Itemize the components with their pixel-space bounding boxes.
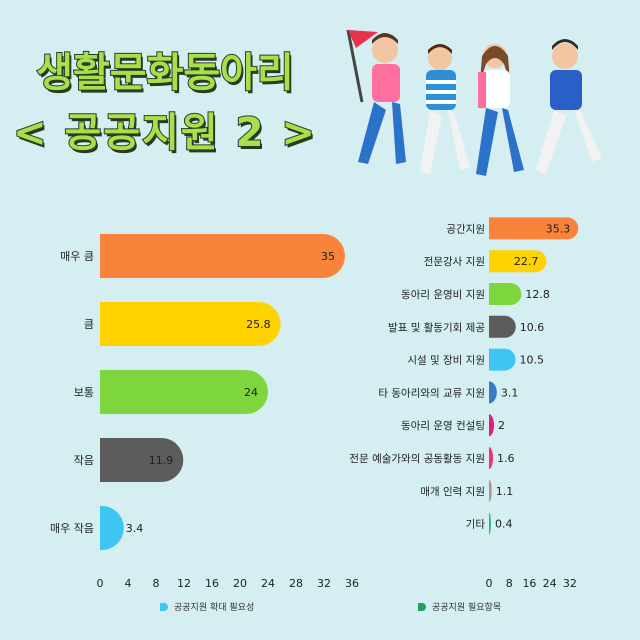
cheering-students-illustration <box>346 29 602 176</box>
left-bar-2 <box>100 370 268 414</box>
left-category-label-3: 작음 <box>74 454 94 467</box>
right-value-label-8: 1.1 <box>496 485 513 498</box>
right-category-label-9: 기타 <box>466 519 486 531</box>
left-x-tick-2: 8 <box>153 577 160 590</box>
left-value-label-4: 3.4 <box>126 522 144 535</box>
legend-left-label: 공공지원 확대 필요성 <box>174 603 255 613</box>
left-x-tick-5: 20 <box>233 577 247 590</box>
right-x-tick-1: 8 <box>506 577 513 590</box>
legend-right: 공공지원 필요항목 <box>418 600 501 613</box>
right-bar-1 <box>489 250 547 273</box>
left-x-tick-9: 36 <box>345 577 359 590</box>
right-category-label-2: 동아리 운영비 지원 <box>401 289 485 301</box>
left-category-label-4: 매우 작음 <box>50 522 94 535</box>
left-x-tick-0: 0 <box>97 577 104 590</box>
right-bar-0 <box>489 217 579 240</box>
right-bar-6 <box>489 414 495 437</box>
right-value-label-6: 2 <box>498 419 505 432</box>
right-bar-3 <box>489 315 516 338</box>
right-category-label-3: 발표 및 활동기회 제공 <box>388 321 485 334</box>
right-value-label-3: 10.6 <box>520 321 545 334</box>
left-x-tick-6: 24 <box>261 577 275 590</box>
right-x-tick-0: 0 <box>486 577 493 590</box>
left-category-label-1: 큼 <box>84 318 94 331</box>
legend-left-swatch <box>160 602 168 611</box>
right-bar-7 <box>489 447 494 469</box>
right-value-label-9: 0.4 <box>495 518 513 531</box>
left-x-tick-3: 12 <box>177 577 191 590</box>
right-category-label-7: 전문 예술가와의 공동활동 지원 <box>349 452 485 465</box>
right-bar-2 <box>489 283 522 305</box>
right-x-tick-2: 16 <box>522 577 536 590</box>
left-value-label-3: 11.9 <box>149 454 174 467</box>
title-line-1: 생활문화동아리 <box>35 49 295 97</box>
left-bar-0 <box>100 234 345 278</box>
left-x-tick-8: 32 <box>317 577 331 590</box>
left-bar-1 <box>100 302 281 346</box>
left-value-label-0: 35 <box>321 250 335 263</box>
legend-right-swatch <box>418 602 426 611</box>
left-x-tick-7: 28 <box>289 577 303 590</box>
right-value-label-2: 12.8 <box>525 288 550 301</box>
left-bar-3 <box>100 438 184 482</box>
title-line-2: < 공공지원 2 > <box>12 109 317 157</box>
left-category-label-0: 매우 큼 <box>60 250 94 263</box>
right-bar-5 <box>489 381 497 404</box>
right-value-label-7: 1.6 <box>497 452 515 465</box>
right-x-tick-3: 24 <box>543 577 557 590</box>
legend-left: 공공지원 확대 필요성 <box>160 600 254 613</box>
right-category-label-6: 동아리 운영 컨설팅 <box>401 420 485 432</box>
right-value-label-4: 10.5 <box>520 354 545 367</box>
right-category-label-8: 매개 인력 지원 <box>420 486 485 498</box>
right-value-label-1: 22.7 <box>514 255 539 268</box>
legend-right-label: 공공지원 필요항목 <box>432 603 502 613</box>
left-x-tick-1: 4 <box>125 577 132 590</box>
right-x-tick-4: 32 <box>563 577 577 590</box>
right-bar-4 <box>489 348 516 371</box>
left-value-label-1: 25.8 <box>246 318 271 331</box>
right-category-label-5: 타 동아리와의 교류 지원 <box>378 387 485 399</box>
right-value-label-5: 3.1 <box>501 386 519 399</box>
right-category-label-0: 공간지원 <box>446 223 485 235</box>
left-category-label-2: 보통 <box>74 386 94 399</box>
right-category-label-1: 전문강사 지원 <box>424 256 485 268</box>
left-bar-4 <box>100 506 124 550</box>
right-value-label-0: 35.3 <box>546 222 571 235</box>
right-bar-9 <box>489 512 491 535</box>
left-value-label-2: 24 <box>244 386 258 399</box>
left-x-tick-4: 16 <box>205 577 219 590</box>
right-bar-8 <box>489 479 492 502</box>
right-category-label-4: 시설 및 장비 지원 <box>407 355 485 367</box>
